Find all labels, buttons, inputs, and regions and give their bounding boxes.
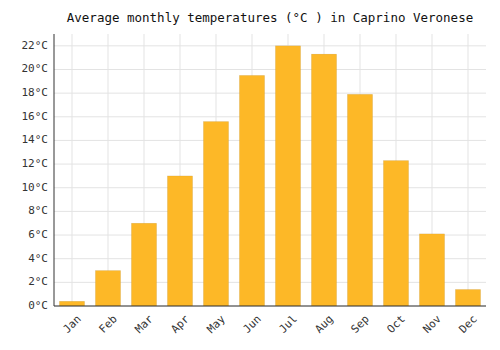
bar [419, 234, 444, 306]
x-tick-label: Feb [97, 313, 120, 336]
x-tick-label: Jan [61, 313, 84, 336]
y-tick-label: 14°C [22, 133, 49, 146]
y-tick-label: 10°C [22, 181, 49, 194]
y-grid-line [54, 306, 486, 307]
y-tick-label: 12°C [22, 157, 49, 170]
bar [167, 176, 192, 306]
y-tick-label: 4°C [28, 252, 48, 265]
x-tick-label: Aug [313, 313, 336, 336]
chart-container: 0°C 2°C 4°C 6°C 8°C 10°C 12°C 14°C 16°C 18°C 20°C 2… [0, 0, 500, 350]
x-axis-line [54, 306, 486, 307]
x-tick-label: Jun [241, 313, 264, 336]
x-grid-line [72, 34, 73, 306]
bar [311, 54, 336, 306]
x-tick-label: Sep [349, 313, 372, 336]
chart: 0°C 2°C 4°C 6°C 8°C 10°C 12°C 14°C 16°C 18°C 20°C 2… [0, 0, 500, 350]
y-grid-line [54, 211, 486, 212]
x-grid-line [108, 34, 109, 306]
y-tick-label: 16°C [22, 110, 49, 123]
y-grid-line [54, 116, 486, 117]
bar [203, 122, 228, 306]
x-tick-label: Apr [169, 312, 193, 336]
y-tick-label: 0°C [28, 299, 48, 312]
y-tick-label: 2°C [28, 275, 48, 288]
bar [59, 301, 84, 306]
y-tick-label: 8°C [28, 204, 48, 217]
y-axis-line [54, 34, 55, 306]
bar [239, 75, 264, 306]
x-tick-label: Nov [421, 312, 445, 336]
x-tick-label: Oct [385, 313, 408, 336]
bar [383, 161, 408, 306]
bar [347, 94, 372, 306]
bar [455, 289, 480, 306]
x-tick-label: Jul [277, 313, 300, 336]
axes: 0°C 2°C 4°C 6°C 8°C 10°C 12°C 14°C 16°C 18°C 20°C 2… [22, 39, 480, 336]
y-grid-line [54, 69, 486, 70]
bar [275, 46, 300, 306]
x-tick-label: Mar [133, 312, 157, 336]
x-tick-label: Dec [457, 313, 480, 336]
y-grid-line [54, 140, 486, 141]
bar [95, 271, 120, 306]
y-grid-line [54, 45, 486, 46]
bar [131, 223, 156, 306]
x-tick-label: May [205, 312, 229, 336]
title: Average monthly temperatures (°C ) in Ca… [67, 10, 473, 25]
y-grid-line [54, 93, 486, 94]
x-grid-line [468, 34, 469, 306]
y-tick-label: 20°C [22, 62, 49, 75]
y-grid-line [54, 164, 486, 165]
y-grid-line [54, 187, 486, 188]
bars [59, 46, 480, 306]
y-tick-label: 22°C [22, 39, 49, 52]
grid [54, 34, 486, 306]
y-tick-label: 18°C [22, 86, 49, 99]
y-tick-label: 6°C [28, 228, 48, 241]
